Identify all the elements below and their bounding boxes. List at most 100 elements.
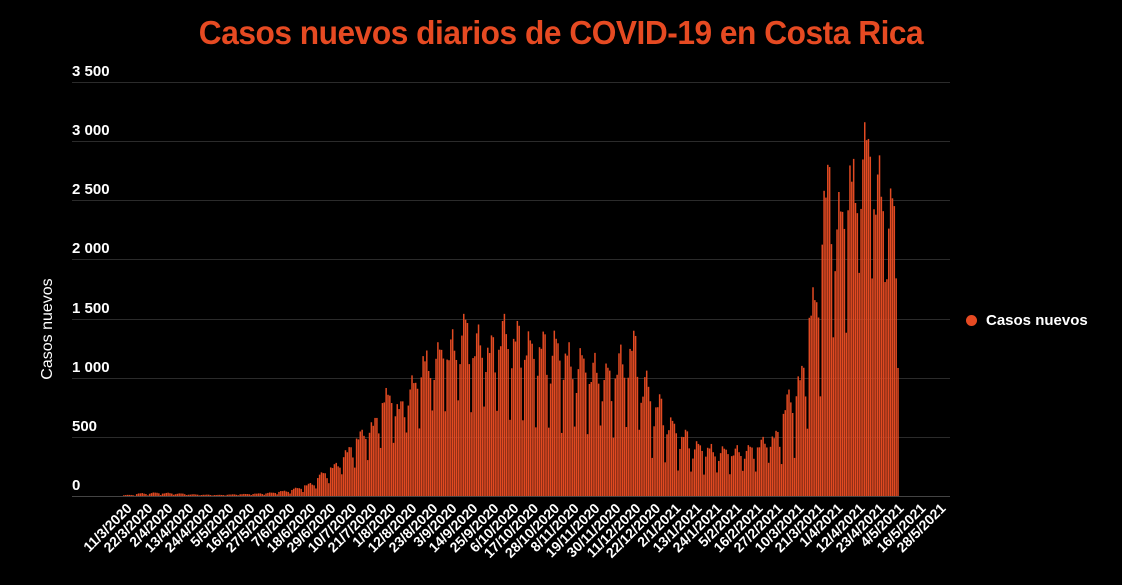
bar (263, 494, 265, 496)
bar (250, 495, 252, 496)
bar (716, 472, 718, 496)
gridline (72, 437, 950, 438)
bar (681, 436, 683, 496)
bar (422, 356, 424, 496)
bar (686, 431, 689, 496)
bar (579, 348, 581, 496)
bar (438, 349, 441, 496)
bar (309, 482, 312, 496)
bar (339, 467, 341, 496)
bar (612, 437, 615, 496)
bar (658, 394, 661, 496)
bar (237, 495, 240, 496)
bar (352, 457, 354, 496)
bar (864, 122, 866, 496)
bar (409, 389, 411, 496)
bar (137, 493, 140, 496)
bar (631, 350, 633, 496)
bar (608, 370, 611, 496)
bar (366, 460, 369, 496)
bar (355, 438, 358, 496)
bar (875, 214, 877, 496)
bar (313, 485, 315, 496)
bar (346, 452, 349, 496)
bar (287, 491, 289, 496)
bar (786, 394, 788, 496)
bar (719, 453, 722, 496)
bar (475, 333, 478, 496)
bar (851, 181, 853, 496)
bar (209, 495, 212, 496)
bar (769, 446, 772, 496)
bar (747, 445, 750, 496)
bar (897, 367, 899, 496)
gridline (72, 200, 950, 201)
bar (208, 494, 210, 496)
bar (337, 466, 339, 496)
bar (729, 474, 731, 496)
bar (453, 350, 456, 496)
bar (718, 460, 720, 496)
bar (706, 447, 709, 496)
bar (536, 375, 539, 496)
bar (326, 478, 328, 496)
bar (470, 412, 472, 496)
bar (699, 445, 702, 496)
bar (268, 492, 271, 496)
bar (311, 484, 313, 496)
bar (869, 156, 872, 496)
bar (307, 483, 310, 496)
bar (804, 396, 807, 496)
bar (124, 495, 127, 496)
bar (775, 430, 777, 496)
bar (525, 355, 528, 496)
bar (780, 464, 783, 496)
bar (274, 492, 277, 496)
bar (817, 317, 820, 496)
bar (860, 208, 862, 496)
legend[interactable]: Casos nuevos (966, 312, 1088, 329)
bar (387, 394, 389, 496)
bar (455, 359, 458, 496)
bar (893, 206, 896, 496)
bar (662, 425, 665, 496)
bar (529, 340, 532, 496)
bar (666, 434, 668, 496)
bar (468, 364, 471, 496)
bar (488, 353, 491, 496)
bar (217, 494, 219, 496)
bar (657, 407, 659, 496)
bar (446, 359, 448, 496)
bar (730, 456, 733, 496)
bar (501, 321, 504, 496)
bar (328, 483, 330, 496)
bar (427, 370, 430, 496)
gridline (72, 259, 950, 260)
bar (867, 138, 870, 496)
bar (257, 493, 260, 496)
bar (644, 377, 646, 496)
bar (276, 494, 278, 496)
bar (572, 379, 574, 496)
bar (154, 492, 156, 496)
bar (246, 494, 249, 496)
bar (793, 457, 796, 496)
bar (272, 492, 275, 496)
bar (616, 374, 618, 496)
bar (400, 401, 402, 496)
bar (649, 401, 652, 496)
bar (230, 494, 232, 496)
bar (158, 493, 160, 496)
bar (130, 494, 132, 496)
bar (474, 356, 476, 496)
bar (498, 349, 500, 496)
bar (865, 140, 868, 496)
bar (760, 439, 763, 496)
bar (693, 449, 696, 496)
bar (171, 493, 173, 496)
bar (361, 429, 363, 496)
bar (742, 470, 744, 496)
bar (819, 396, 822, 496)
bar (570, 366, 572, 496)
